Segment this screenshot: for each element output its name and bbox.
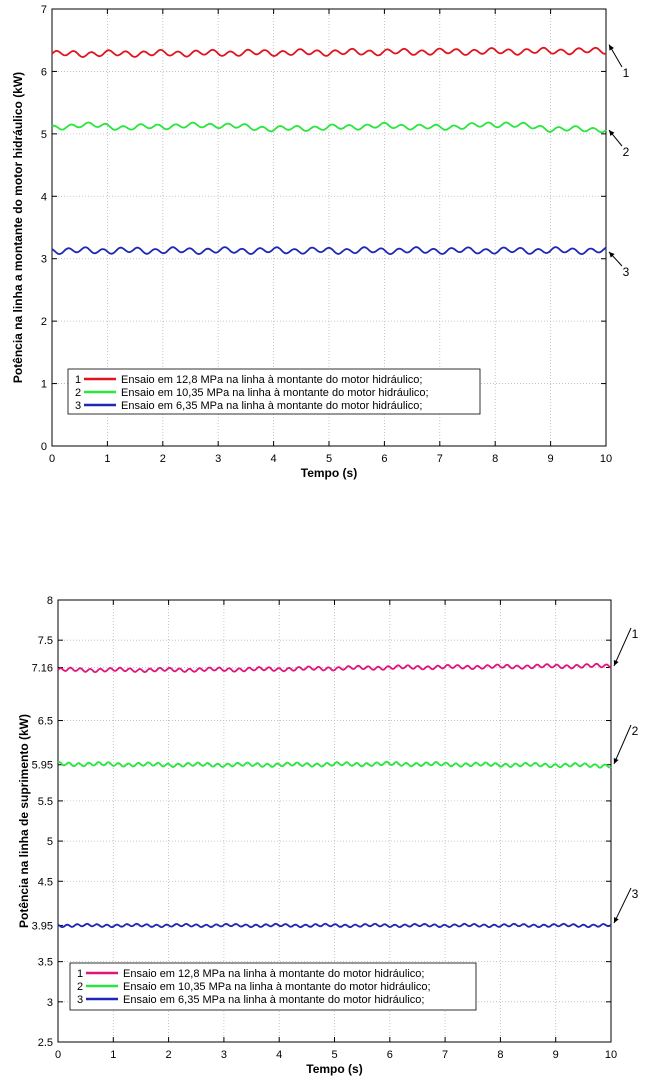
x-tick-label: 2 bbox=[166, 1049, 172, 1061]
y-tick-label: 5.5 bbox=[38, 796, 53, 808]
x-tick-label: 8 bbox=[497, 1049, 503, 1061]
x-tick-label: 10 bbox=[605, 1049, 617, 1061]
x-tick-label: 3 bbox=[215, 453, 221, 465]
x-tick-label: 7 bbox=[437, 453, 443, 465]
y-axis-label: Potência na linha a montante do motor hi… bbox=[11, 72, 25, 383]
y-tick-label: 5.95 bbox=[32, 760, 53, 772]
y-tick-label: 5 bbox=[47, 836, 53, 848]
series-line-3 bbox=[57, 922, 612, 929]
legend-box bbox=[69, 962, 477, 1011]
y-tick-label: 7 bbox=[41, 4, 47, 16]
x-tick-label: 4 bbox=[271, 453, 277, 465]
annotation-label: 2 bbox=[632, 724, 639, 738]
legend-label: Ensaio em 12,8 MPa na linha à montante d… bbox=[121, 374, 422, 386]
y-tick-label: 3.95 bbox=[32, 920, 53, 932]
annotation-label: 1 bbox=[632, 627, 639, 641]
y-tick-label: 2.5 bbox=[38, 1037, 53, 1049]
y-tick-label: 0 bbox=[41, 441, 47, 453]
legend: 1 Ensaio em 12,8 MPa na linha à montante … bbox=[67, 368, 481, 415]
legend-label: Ensaio em 10,35 MPa na linha à montante … bbox=[121, 387, 429, 399]
series-line-1 bbox=[51, 46, 607, 58]
annotation-label: 3 bbox=[623, 265, 630, 279]
annotation-arrowhead bbox=[609, 44, 614, 51]
x-axis-label: Tempo (s) bbox=[301, 466, 357, 480]
annotation-arrowhead bbox=[613, 659, 619, 666]
y-tick-label: 7.16 bbox=[32, 663, 53, 675]
legend-label: Ensaio em 10,35 MPa na linha à montante … bbox=[123, 981, 431, 993]
x-tick-label: 7 bbox=[442, 1049, 448, 1061]
legend-number: 1 bbox=[75, 374, 81, 386]
annotation-label: 3 bbox=[632, 887, 639, 901]
legend-number: 1 bbox=[77, 968, 83, 980]
y-tick-label: 6.5 bbox=[38, 716, 53, 728]
annotation-arrow bbox=[613, 724, 632, 765]
x-tick-label: 0 bbox=[55, 1049, 61, 1061]
x-tick-label: 6 bbox=[387, 1049, 393, 1061]
x-tick-label: 8 bbox=[492, 453, 498, 465]
legend-label: Ensaio em 12,8 MPa na linha à montante d… bbox=[123, 968, 424, 980]
series-line-2 bbox=[57, 760, 612, 769]
legend: 1 Ensaio em 12,8 MPa na linha à montante … bbox=[69, 962, 477, 1011]
y-tick-label: 4.5 bbox=[38, 876, 53, 888]
annotation-arrowhead bbox=[613, 757, 619, 764]
annotation-label: 2 bbox=[623, 145, 630, 159]
legend-label: Ensaio em 6,35 MPa na linha à montante d… bbox=[123, 994, 424, 1006]
x-tick-label: 2 bbox=[160, 453, 166, 465]
series-line-3 bbox=[51, 246, 607, 256]
x-tick-label: 5 bbox=[326, 453, 332, 465]
series-line-1 bbox=[57, 662, 612, 674]
chart-2: 0 1 2 3 4 5 6 7 8 9 102.533.53.954.555.55.956.57.1… bbox=[17, 595, 639, 1076]
x-tick-label: 5 bbox=[331, 1049, 337, 1061]
y-tick-label: 4 bbox=[41, 191, 47, 203]
y-tick-label: 2 bbox=[41, 316, 47, 328]
y-tick-label: 3 bbox=[41, 254, 47, 266]
x-tick-label: 1 bbox=[110, 1049, 116, 1061]
annotation-arrowhead bbox=[609, 251, 615, 258]
y-tick-label: 6 bbox=[41, 66, 47, 78]
y-tick-label: 5 bbox=[41, 129, 47, 141]
x-tick-label: 9 bbox=[553, 1049, 559, 1061]
y-tick-label: 1 bbox=[41, 379, 47, 391]
annotation-label: 1 bbox=[623, 66, 630, 80]
x-tick-label: 6 bbox=[381, 453, 387, 465]
y-tick-label: 3.5 bbox=[38, 957, 53, 969]
legend-number: 2 bbox=[77, 981, 83, 993]
x-tick-label: 9 bbox=[548, 453, 554, 465]
legend-number: 2 bbox=[75, 387, 81, 399]
series-line-2 bbox=[51, 121, 607, 134]
y-tick-label: 8 bbox=[47, 595, 53, 607]
y-tick-label: 3 bbox=[47, 997, 53, 1009]
y-axis-label: Potência na linha de suprimento (kW) bbox=[17, 714, 31, 928]
legend-label: Ensaio em 6,35 MPa na linha à montante d… bbox=[121, 400, 422, 412]
x-tick-label: 10 bbox=[600, 453, 612, 465]
x-tick-label: 0 bbox=[49, 453, 55, 465]
y-tick-label: 7.5 bbox=[38, 635, 53, 647]
annotation-arrowhead bbox=[614, 917, 619, 924]
x-tick-label: 1 bbox=[104, 453, 110, 465]
x-tick-label: 4 bbox=[276, 1049, 282, 1061]
annotation-arrowhead bbox=[609, 130, 615, 136]
legend-box bbox=[67, 368, 481, 415]
legend-number: 3 bbox=[75, 400, 81, 412]
x-tick-label: 3 bbox=[221, 1049, 227, 1061]
annotation-arrow bbox=[613, 627, 632, 667]
legend-number: 3 bbox=[77, 994, 83, 1006]
x-axis-label: Tempo (s) bbox=[306, 1062, 362, 1076]
annotation-arrow bbox=[613, 887, 632, 924]
